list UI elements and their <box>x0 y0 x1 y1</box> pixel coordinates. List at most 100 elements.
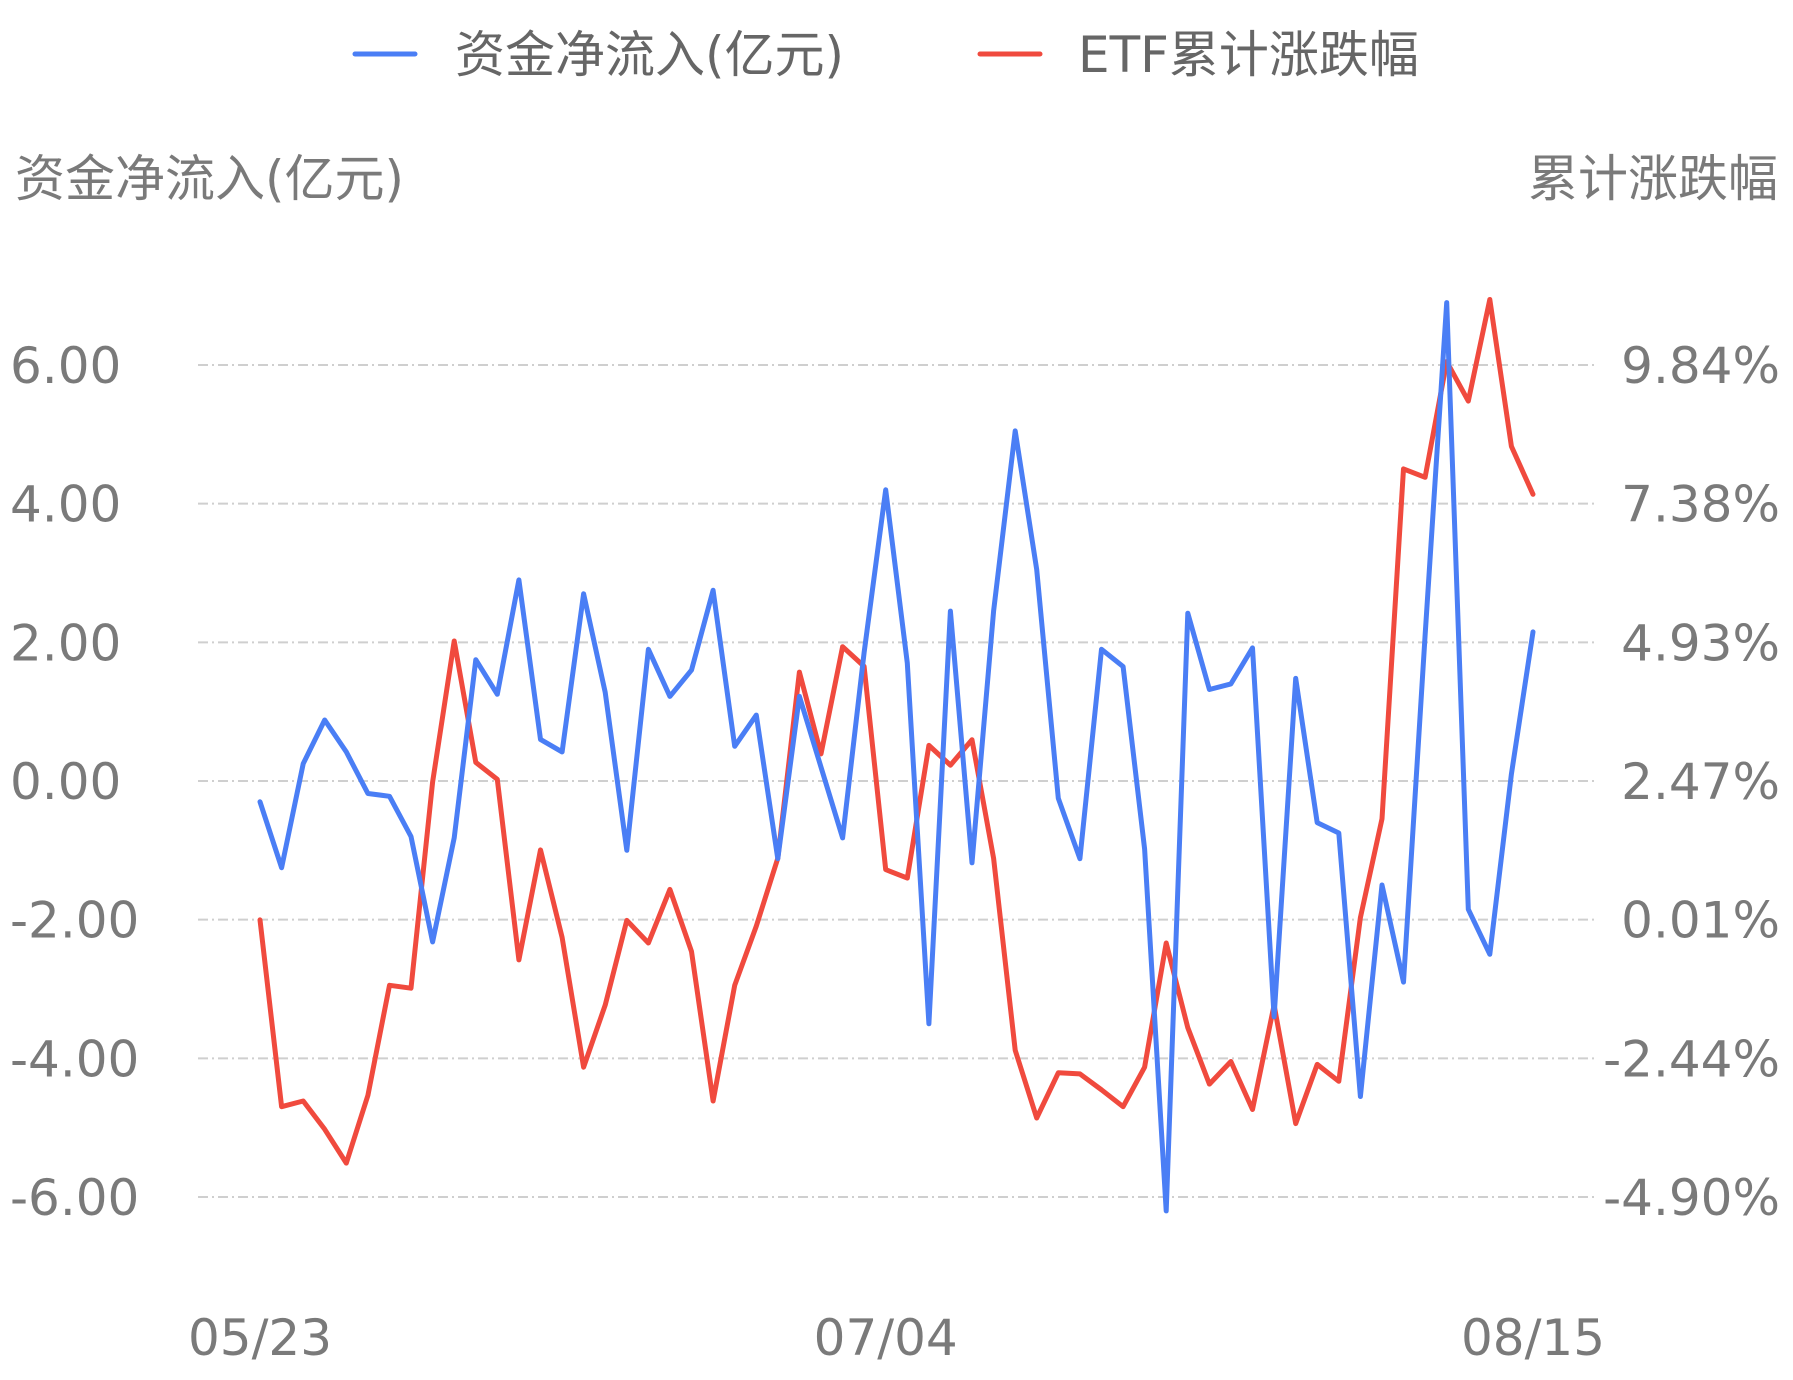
data-point[interactable] <box>796 693 802 699</box>
data-point[interactable] <box>1465 398 1471 404</box>
data-point[interactable] <box>1530 491 1536 497</box>
data-point[interactable] <box>689 667 695 673</box>
data-point[interactable] <box>451 835 457 841</box>
data-point[interactable] <box>1163 1208 1169 1214</box>
data-point[interactable] <box>430 779 436 785</box>
data-point[interactable] <box>624 847 630 853</box>
data-point[interactable] <box>1098 1087 1104 1093</box>
data-point[interactable] <box>473 657 479 663</box>
data-point[interactable] <box>1206 1081 1212 1087</box>
data-point[interactable] <box>386 982 392 988</box>
data-point[interactable] <box>494 776 500 782</box>
data-point[interactable] <box>1034 1115 1040 1121</box>
data-point[interactable] <box>257 799 263 805</box>
data-point[interactable] <box>537 736 543 742</box>
data-point[interactable] <box>1120 1104 1126 1110</box>
data-point[interactable] <box>1206 686 1212 692</box>
data-point[interactable] <box>1120 664 1126 670</box>
data-point[interactable] <box>1293 675 1299 681</box>
data-point[interactable] <box>645 646 651 652</box>
data-point[interactable] <box>624 917 630 923</box>
data-point[interactable] <box>343 749 349 755</box>
data-point[interactable] <box>1444 300 1450 306</box>
data-point[interactable] <box>300 1098 306 1104</box>
data-point[interactable] <box>451 638 457 644</box>
legend-item-inflow[interactable]: 资金净流入(亿元) <box>352 26 844 84</box>
data-point[interactable] <box>386 793 392 799</box>
data-point[interactable] <box>1530 629 1536 635</box>
data-point[interactable] <box>1508 443 1514 449</box>
data-point[interactable] <box>840 835 846 841</box>
data-point[interactable] <box>796 669 802 675</box>
data-point[interactable] <box>343 1160 349 1166</box>
data-point[interactable] <box>732 743 738 749</box>
data-point[interactable] <box>322 717 328 723</box>
data-point[interactable] <box>775 856 781 862</box>
data-point[interactable] <box>991 608 997 614</box>
data-point[interactable] <box>753 923 759 929</box>
data-point[interactable] <box>300 761 306 767</box>
data-point[interactable] <box>840 644 846 650</box>
data-point[interactable] <box>732 982 738 988</box>
data-point[interactable] <box>365 790 371 796</box>
data-point[interactable] <box>883 487 889 493</box>
data-point[interactable] <box>667 886 673 892</box>
data-point[interactable] <box>279 865 285 871</box>
data-point[interactable] <box>1185 610 1191 616</box>
data-point[interactable] <box>365 1092 371 1098</box>
data-point[interactable] <box>1336 830 1342 836</box>
data-point[interactable] <box>1271 1014 1277 1020</box>
data-point[interactable] <box>1314 1061 1320 1067</box>
data-point[interactable] <box>1098 646 1104 652</box>
data-point[interactable] <box>516 957 522 963</box>
data-point[interactable] <box>581 591 587 597</box>
data-point[interactable] <box>408 985 414 991</box>
data-point[interactable] <box>904 660 910 666</box>
data-point[interactable] <box>1142 1064 1148 1070</box>
data-point[interactable] <box>883 867 889 873</box>
data-point[interactable] <box>1401 466 1407 472</box>
data-point[interactable] <box>1077 1071 1083 1077</box>
data-point[interactable] <box>1357 1093 1363 1099</box>
data-point[interactable] <box>559 934 565 940</box>
data-point[interactable] <box>1293 1121 1299 1127</box>
data-point[interactable] <box>1012 428 1018 434</box>
data-point[interactable] <box>947 762 953 768</box>
data-point[interactable] <box>926 742 932 748</box>
data-point[interactable] <box>559 749 565 755</box>
data-point[interactable] <box>1314 820 1320 826</box>
data-point[interactable] <box>1077 856 1083 862</box>
data-point[interactable] <box>1163 940 1169 946</box>
data-point[interactable] <box>473 759 479 765</box>
data-point[interactable] <box>645 940 651 946</box>
data-point[interactable] <box>1055 795 1061 801</box>
data-point[interactable] <box>689 948 695 954</box>
data-point[interactable] <box>861 650 867 656</box>
data-point[interactable] <box>1185 1025 1191 1031</box>
data-point[interactable] <box>581 1064 587 1070</box>
data-point[interactable] <box>1250 645 1256 651</box>
data-point[interactable] <box>1336 1078 1342 1084</box>
data-point[interactable] <box>408 833 414 839</box>
data-point[interactable] <box>1012 1047 1018 1053</box>
data-point[interactable] <box>537 847 543 853</box>
data-point[interactable] <box>818 764 824 770</box>
data-point[interactable] <box>1379 816 1385 822</box>
data-point[interactable] <box>904 875 910 881</box>
data-point[interactable] <box>1379 882 1385 888</box>
data-point[interactable] <box>1357 915 1363 921</box>
data-point[interactable] <box>1228 681 1234 687</box>
data-point[interactable] <box>667 693 673 699</box>
data-point[interactable] <box>1508 771 1514 777</box>
data-point[interactable] <box>710 1098 716 1104</box>
data-point[interactable] <box>991 855 997 861</box>
data-point[interactable] <box>969 737 975 743</box>
data-point[interactable] <box>322 1126 328 1132</box>
data-point[interactable] <box>926 1021 932 1027</box>
legend-item-etf-return[interactable]: ETF累计涨跌幅 <box>977 26 1419 84</box>
data-point[interactable] <box>969 860 975 866</box>
data-point[interactable] <box>753 712 759 718</box>
data-point[interactable] <box>1422 474 1428 480</box>
data-point[interactable] <box>1250 1107 1256 1113</box>
data-point[interactable] <box>710 587 716 593</box>
